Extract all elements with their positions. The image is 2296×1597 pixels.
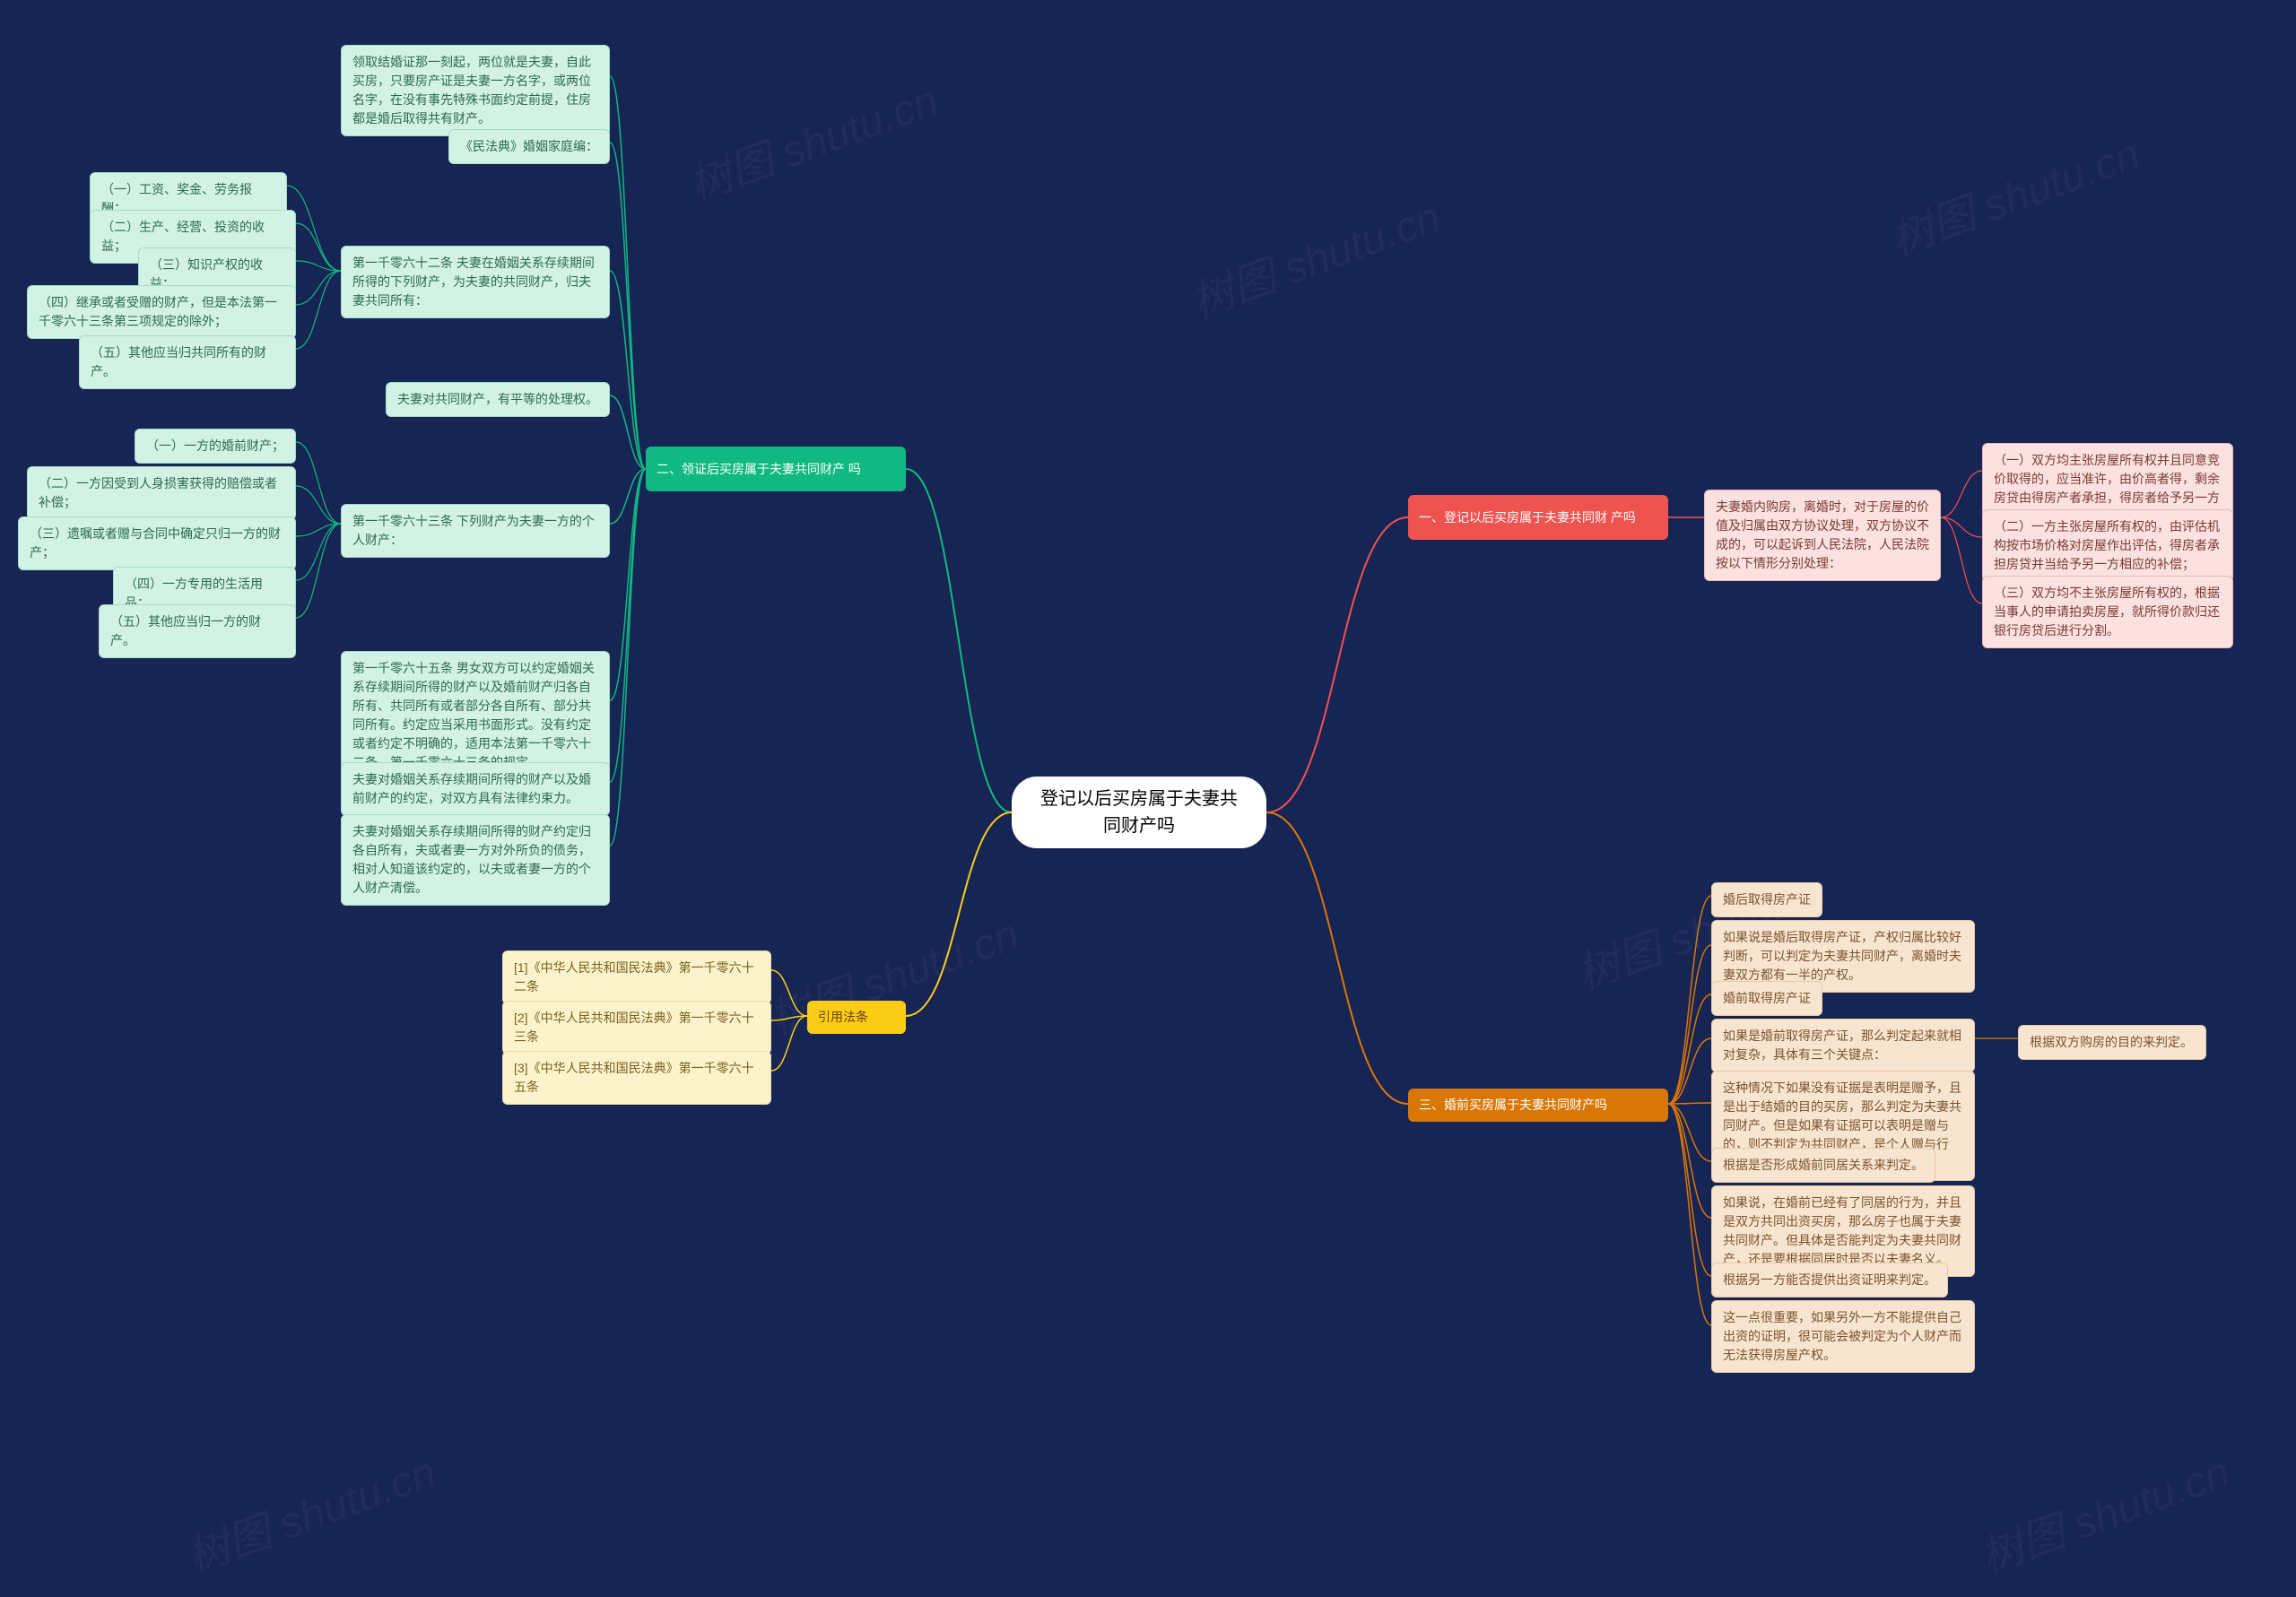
mindmap-node: （三）遗嘱或者赠与合同中确定只归一方的财产； <box>18 516 296 570</box>
mindmap-node: 夫妻婚内购房，离婚时，对于房屋的价值及归属由双方协议处理，双方协议不成的，可以起… <box>1704 490 1941 581</box>
mindmap-node: 夫妻对共同财产，有平等的处理权。 <box>386 382 610 417</box>
mindmap-node: [1]《中华人民共和国民法典》第一千零六十二条 <box>502 950 771 1004</box>
mindmap-node: （一）一方的婚前财产； <box>135 429 296 464</box>
mindmap-node: （二）一方主张房屋所有权的，由评估机构按市场价格对房屋作出评估，得房者承担房贷并… <box>1982 509 2233 582</box>
mindmap-node: 根据是否形成婚前同居关系来判定。 <box>1711 1148 1935 1183</box>
mindmap-node: 婚前取得房产证 <box>1711 981 1822 1016</box>
mindmap-node: 《民法典》婚姻家庭编： <box>448 129 610 164</box>
mindmap-node: 如果是婚前取得房产证，那么判定起来就相对复杂，具体有三个关键点： <box>1711 1019 1975 1072</box>
mindmap-node: 三、婚前买房属于夫妻共同财产吗 <box>1408 1089 1668 1122</box>
mindmap-node: 一、登记以后买房属于夫妻共同财 产吗 <box>1408 495 1668 540</box>
mindmap-node: 夫妻对婚姻关系存续期间所得的财产以及婚前财产的约定，对双方具有法律约束力。 <box>341 762 610 816</box>
mindmap-node: [2]《中华人民共和国民法典》第一千零六十三条 <box>502 1001 771 1055</box>
mindmap-node: 根据另一方能否提供出资证明来判定。 <box>1711 1263 1948 1298</box>
mindmap-node: 领取结婚证那一刻起，两位就是夫妻，自此买房，只要房产证是夫妻一方名字，或两位名字… <box>341 45 610 136</box>
mindmap-node: 根据双方购房的目的来判定。 <box>2018 1025 2206 1060</box>
mindmap-node: [3]《中华人民共和国民法典》第一千零六十五条 <box>502 1051 771 1105</box>
mindmap-node: 第一千零六十二条 夫妻在婚姻关系存续期间所得的下列财产，为夫妻的共同财产，归夫妻… <box>341 246 610 318</box>
mindmap-node: （三）双方均不主张房屋所有权的，根据当事人的申请拍卖房屋，就所得价款归还银行房贷… <box>1982 576 2233 648</box>
mindmap-node: （二）一方因受到人身损害获得的赔偿或者补偿； <box>27 466 296 520</box>
mindmap-node: 这一点很重要，如果另外一方不能提供自己出资的证明，很可能会被判定为个人财产而无法… <box>1711 1300 1975 1373</box>
mindmap-node: 引用法条 <box>807 1001 906 1034</box>
mindmap-node: 夫妻对婚姻关系存续期间所得的财产约定归各自所有，夫或者妻一方对外所负的债务，相对… <box>341 814 610 906</box>
mindmap-node: 第一千零六十三条 下列财产为夫妻一方的个人财产： <box>341 504 610 558</box>
mindmap-node: 二、领证后买房属于夫妻共同财产 吗 <box>646 447 906 491</box>
mindmap-node: （四）继承或者受赠的财产，但是本法第一千零六十三条第三项规定的除外； <box>27 285 296 339</box>
mindmap-node: 第一千零六十五条 男女双方可以约定婚姻关系存续期间所得的财产以及婚前财产归各自所… <box>341 651 610 780</box>
mindmap-node: （五）其他应当归一方的财产。 <box>99 604 296 658</box>
mindmap-node: 婚后取得房产证 <box>1711 882 1822 917</box>
center-node: 登记以后买房属于夫妻共同财产吗 <box>1012 777 1266 848</box>
mindmap-node: （五）其他应当归共同所有的财产。 <box>79 335 296 389</box>
